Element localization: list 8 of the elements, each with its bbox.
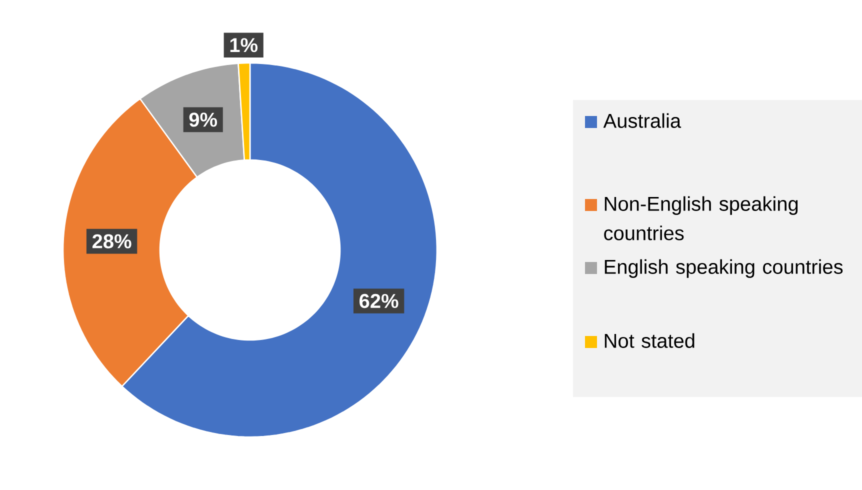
legend-label: Non-English speaking countries xyxy=(604,196,798,240)
data-label: 28% xyxy=(92,234,132,248)
legend-label: English speaking countries xyxy=(604,259,843,278)
legend-label: Australia xyxy=(603,113,682,128)
data-label: 62% xyxy=(360,294,398,308)
data-label: 1% xyxy=(230,38,258,52)
data-label: 9% xyxy=(189,112,218,127)
legend-label: Not stated xyxy=(604,333,694,348)
